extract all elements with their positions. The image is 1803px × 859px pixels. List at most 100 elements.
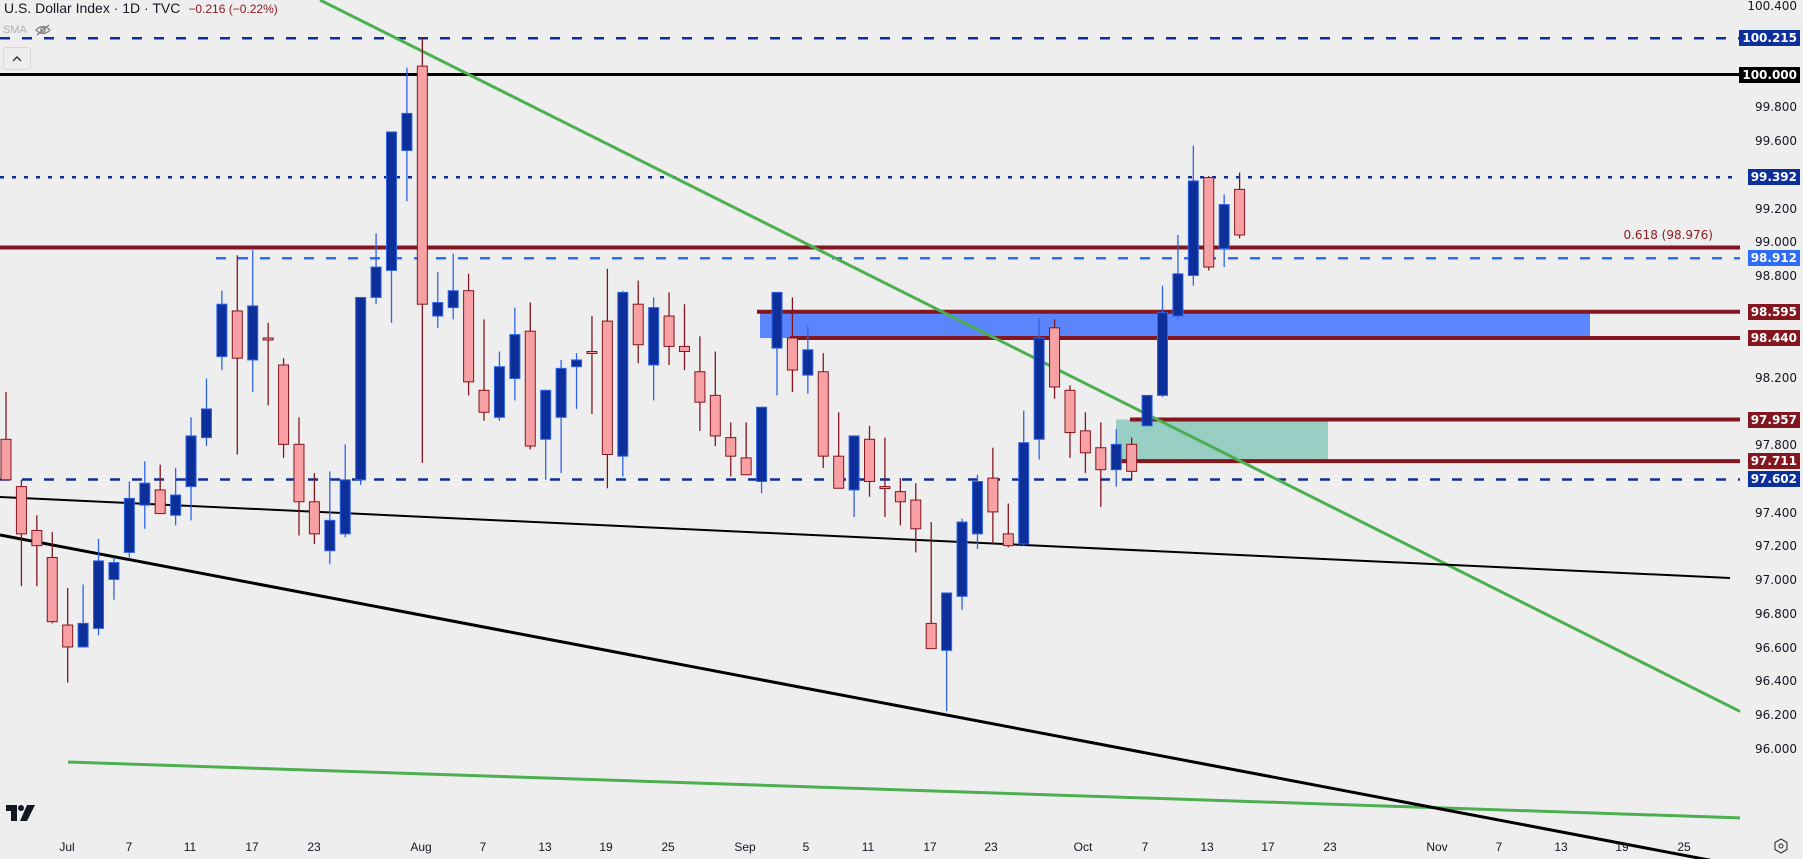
bullish-candle [802,326,814,394]
price-tick: 99.200 [1755,201,1797,216]
bearish-candle [1203,175,1215,271]
time-tick: 23 [307,840,321,854]
price-tag: 98.595 [1747,303,1800,320]
price-tag: 97.602 [1747,471,1800,488]
time-tick: 25 [1677,840,1691,854]
bullish-candle [1141,394,1153,427]
price-tick: 99.600 [1755,134,1797,149]
bullish-candle [432,272,444,328]
bullish-candle [648,297,660,401]
bullish-candle [139,461,151,529]
price-tick: 97.400 [1755,505,1797,520]
bearish-candle [709,351,721,447]
price-tick: 97.200 [1755,539,1797,554]
bearish-candle [1064,385,1076,458]
bearish-candle [725,422,737,477]
bearish-candle [910,483,922,553]
bullish-candle [1218,194,1230,268]
trend-line [0,496,1731,579]
bullish-candle [324,471,336,565]
trendlines [0,0,1741,859]
bearish-candle [0,392,12,481]
price-change: −0.216 (−0.22%) [188,2,278,16]
chevron-up-icon [12,55,22,61]
price-tick: 100.400 [1747,0,1797,13]
bullish-candle [370,233,382,305]
price-tag: 99.392 [1747,169,1800,186]
fib-level-label: 0.618 (98.976) [1623,228,1713,243]
price-tick: 96.600 [1755,640,1797,655]
bullish-candle [1110,429,1122,487]
bullish-candle [1157,285,1168,398]
bearish-candle [987,447,999,544]
bearish-candle [586,316,598,414]
time-tick: 19 [1615,840,1629,854]
bearish-candle [694,336,706,431]
time-tick: Aug [410,840,432,854]
time-tick: Jul [59,840,75,854]
trend-line [319,0,1741,713]
price-tag: 98.440 [1747,329,1800,346]
bearish-candle [1002,503,1014,548]
time-tick: 7 [1141,840,1149,854]
price-tick: 98.800 [1755,269,1797,284]
bullish-candle [493,351,505,421]
time-tick: 13 [1200,840,1214,854]
bullish-candle [123,481,135,558]
collapse-legend-button[interactable] [3,47,31,70]
tradingview-logo-icon [6,805,35,821]
bearish-candle [1095,422,1107,507]
time-tick: 13 [1554,840,1568,854]
bearish-candle [894,478,906,526]
bullish-candle [170,467,182,526]
bearish-candle [463,273,475,396]
bearish-candle [524,302,536,450]
price-tag: 97.957 [1747,411,1800,428]
bullish-candle [571,353,583,409]
bullish-candle [447,253,459,320]
bullish-candle [185,417,197,521]
time-tick: Oct [1073,840,1093,854]
time-tick: 7 [479,840,487,854]
sma-indicator[interactable]: SMA [3,24,51,36]
eye-hidden-icon[interactable] [34,24,51,36]
time-tick: 23 [984,840,998,854]
bearish-candle [308,473,320,544]
price-tag: 98.912 [1747,250,1800,267]
price-tick: 99.000 [1755,235,1797,250]
bullish-candle [216,290,228,371]
price-tick: 96.200 [1755,708,1797,723]
candlesticks [0,37,1246,712]
bearish-candle [786,297,798,393]
time-tick: 13 [538,840,552,854]
time-tick: 17 [245,840,259,854]
bullish-candle [555,359,567,474]
bearish-candle [678,304,690,371]
horizontal-levels [0,36,1740,481]
bearish-candle [1049,319,1061,399]
bearish-candle [46,532,58,624]
bullish-candle [540,389,552,480]
time-tick: 11 [861,840,875,854]
bullish-candle [941,592,953,712]
bullish-candle [247,250,259,393]
bullish-candle [200,378,212,447]
settings-icon[interactable] [1773,838,1789,854]
time-tick: 17 [923,840,937,854]
price-tick: 98.200 [1755,370,1797,385]
chart-legend: U.S. Dollar Index · 1D · TVC −0.216 (−0.… [4,0,278,18]
time-tick: 23 [1323,840,1337,854]
trend-line [67,760,1741,820]
bearish-candle [925,522,937,650]
price-tick: 97.000 [1755,573,1797,588]
symbol-title[interactable]: U.S. Dollar Index · 1D · TVC [4,0,181,16]
bearish-candle [864,425,876,497]
bearish-candle [601,268,613,489]
bearish-candle [293,417,305,536]
bearish-candle [262,322,274,406]
time-tick: 7 [125,840,133,854]
bullish-candle [971,474,983,550]
price-tag: 100.215 [1739,30,1800,47]
price-tick: 99.800 [1755,100,1797,115]
